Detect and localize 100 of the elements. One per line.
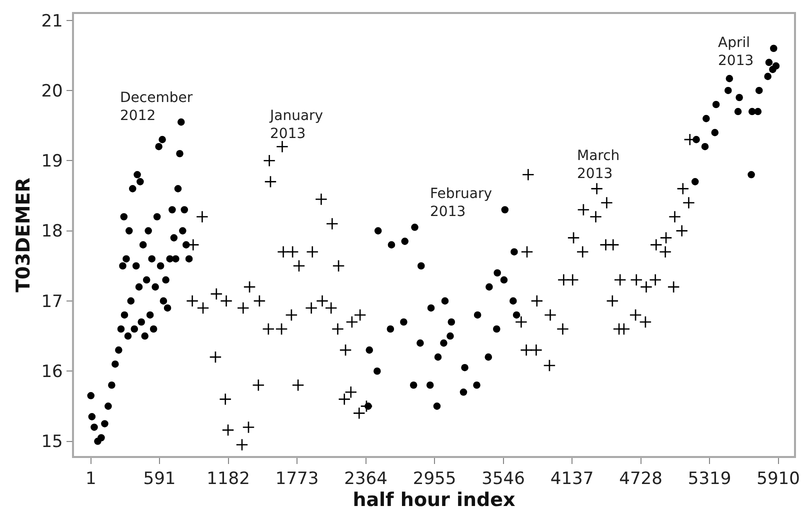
point (660, 232, 672, 244)
point (374, 227, 382, 234)
point (366, 346, 374, 354)
annotation: February 2013 (430, 186, 492, 220)
point (606, 238, 620, 252)
y-tick-label: 16 (41, 362, 63, 382)
point (172, 255, 180, 262)
point (770, 44, 778, 52)
point (88, 413, 96, 420)
point (264, 175, 277, 188)
point (104, 402, 112, 410)
point (344, 386, 358, 398)
point (520, 246, 534, 258)
point (724, 86, 732, 94)
point (441, 297, 449, 305)
point (682, 196, 695, 209)
point (119, 262, 126, 270)
point (765, 58, 773, 66)
point (446, 332, 454, 340)
point (130, 325, 138, 333)
point (433, 402, 441, 410)
point (122, 255, 130, 262)
point (676, 182, 690, 195)
point (150, 325, 158, 333)
annotation: December 2012 (120, 90, 193, 124)
point (520, 344, 533, 356)
point (460, 388, 468, 396)
point (331, 322, 344, 336)
point (124, 332, 132, 340)
point (606, 294, 619, 308)
point (500, 276, 508, 284)
point (576, 246, 589, 258)
point (544, 308, 557, 322)
point (127, 297, 135, 305)
x-axis-title: half hour index (352, 489, 516, 512)
point (434, 353, 442, 361)
point (168, 206, 176, 214)
point (630, 274, 643, 286)
point (734, 108, 742, 116)
point (182, 241, 190, 248)
point (179, 227, 186, 234)
point (514, 316, 528, 328)
y-tick-label: 17 (41, 292, 63, 312)
point (277, 246, 290, 258)
point (276, 140, 288, 153)
point (160, 297, 168, 305)
point (132, 262, 140, 270)
x-tick-label: 5910 (756, 469, 800, 490)
point (120, 311, 128, 319)
point (754, 108, 762, 116)
point (748, 108, 756, 116)
point (219, 392, 232, 406)
point (659, 246, 672, 258)
point (142, 276, 150, 284)
point (120, 213, 128, 220)
point (374, 367, 381, 375)
point (501, 206, 509, 214)
x-tick-label: 1 (85, 469, 96, 490)
point (522, 168, 534, 181)
point (410, 381, 418, 389)
point (764, 72, 772, 80)
point (252, 378, 265, 392)
point (354, 308, 366, 322)
point (556, 322, 569, 336)
y-tick-label: 15 (41, 432, 63, 452)
point (772, 62, 780, 70)
point (196, 210, 208, 224)
point (316, 294, 329, 308)
point (275, 322, 288, 336)
point (440, 339, 448, 347)
point (416, 339, 424, 347)
point (210, 288, 223, 300)
point (144, 227, 152, 234)
point (164, 304, 172, 312)
point (220, 294, 233, 308)
point (146, 311, 154, 319)
point (427, 304, 435, 312)
point (306, 246, 319, 258)
point (691, 178, 699, 186)
point (386, 325, 394, 333)
point (417, 262, 425, 270)
point (285, 308, 298, 322)
point (461, 364, 468, 372)
point (338, 392, 351, 406)
point (530, 294, 544, 308)
point (292, 260, 306, 272)
point (162, 276, 170, 284)
point (125, 227, 133, 234)
point (152, 283, 159, 291)
point (629, 308, 642, 322)
point (426, 381, 434, 389)
point (262, 322, 275, 336)
point (222, 424, 234, 436)
point (411, 224, 418, 231)
point (112, 360, 119, 368)
point (134, 171, 141, 178)
point (243, 280, 256, 294)
point (493, 325, 500, 333)
x-tick-label: 2364 (344, 469, 388, 490)
y-tick-label: 21 (41, 11, 63, 32)
